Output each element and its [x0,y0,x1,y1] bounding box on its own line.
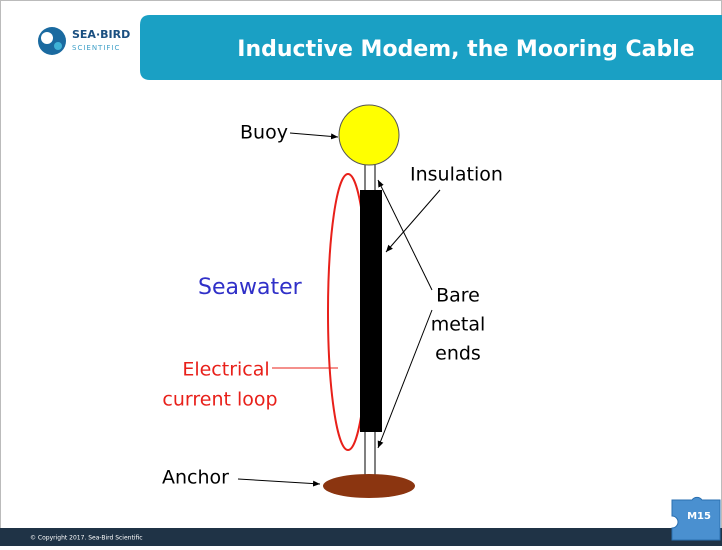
slide-title: Inductive Modem, the Mooring Cable [237,37,694,62]
loop-label: Electrical [182,359,269,381]
badge: M15 [672,497,720,540]
logo-subtext: SCIENTIFIC [72,44,120,52]
seawater-label: Seawater [198,275,303,300]
slide: SEA·BIRD SCIENTIFIC Inductive Modem, the… [0,0,722,546]
copyright: © Copyright 2017. Sea-Bird Scientific [30,535,143,542]
insulation [360,190,382,432]
anchor [323,474,415,498]
bare-label: Bare [436,285,480,307]
buoy [339,105,399,165]
bare-label: metal [431,314,486,336]
buoy-label: Buoy [240,122,288,144]
badge-text: M15 [687,511,711,522]
loop-label: current loop [162,389,277,411]
insulation-label: Insulation [410,164,503,186]
logo-text: SEA·BIRD [72,28,130,41]
anchor-label: Anchor [162,467,229,489]
bare-label: ends [435,343,481,365]
